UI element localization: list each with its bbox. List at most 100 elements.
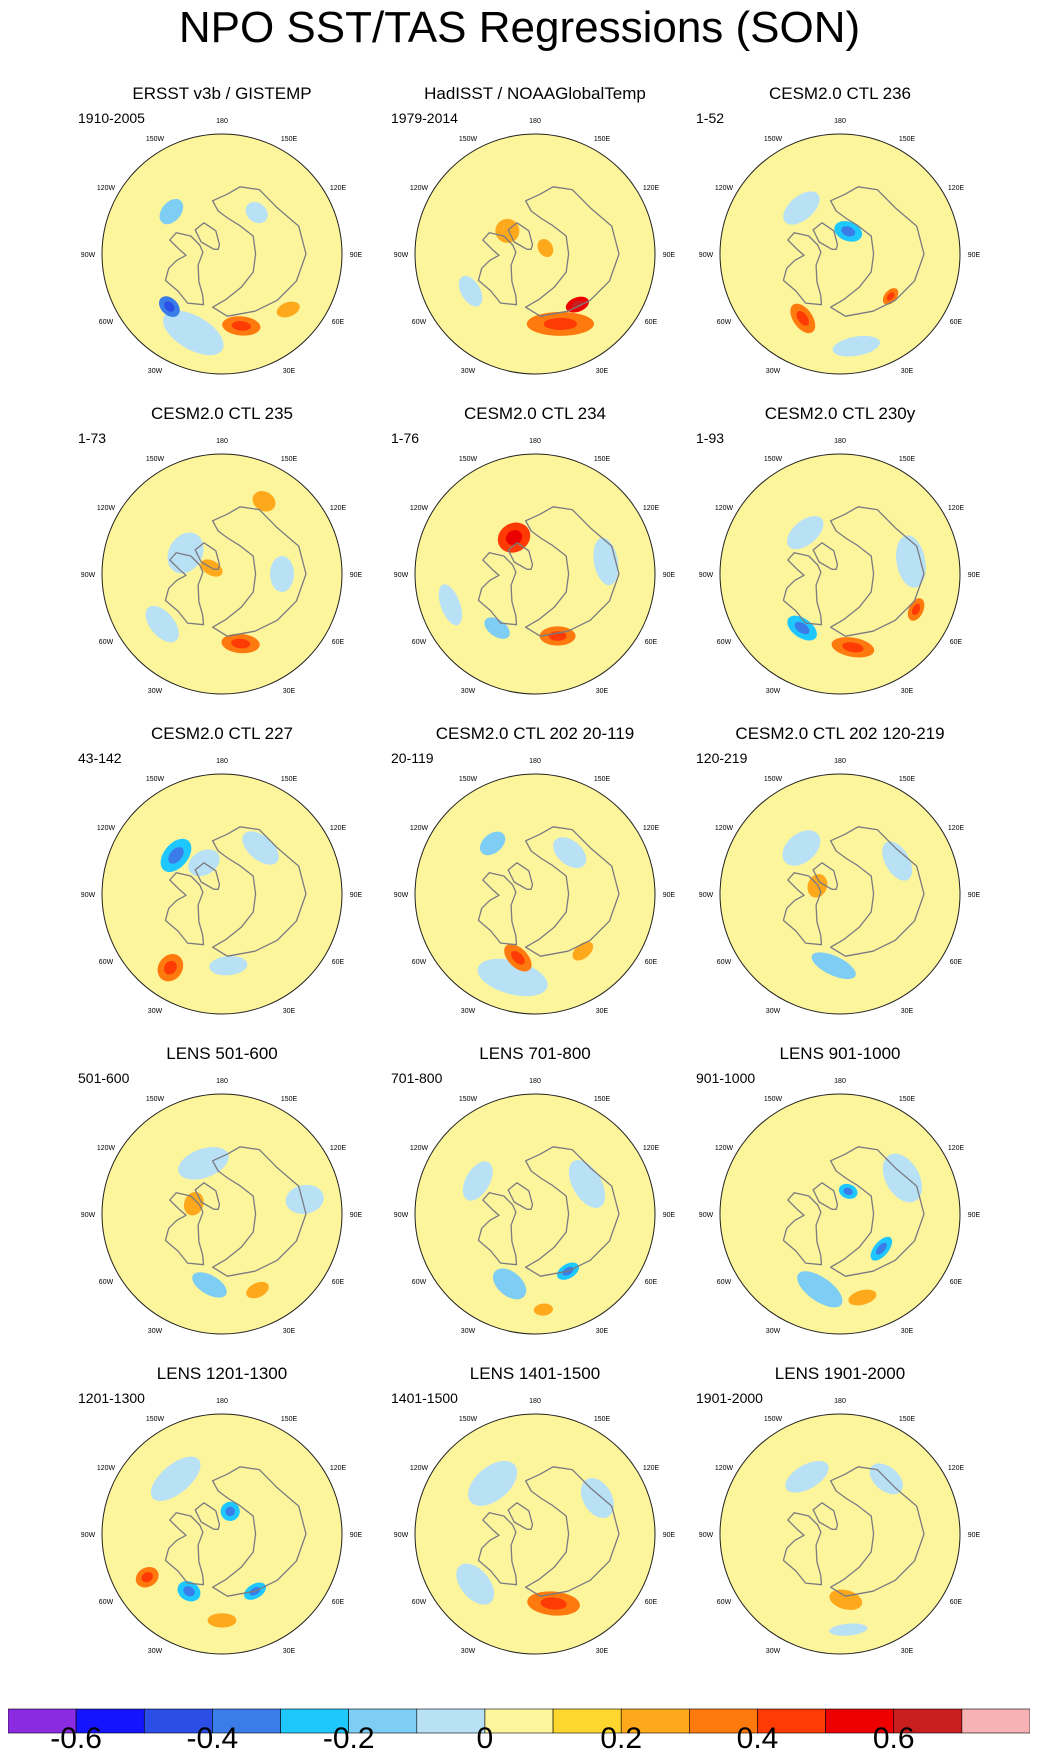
map-panel: 180150E120E90E60E30E030W60W90W120W150WLE…: [385, 1044, 685, 1344]
anomaly-core: [183, 1586, 195, 1597]
longitude-label: 60W: [717, 959, 732, 966]
panel-period: 701-800: [391, 1070, 443, 1086]
anomaly-patch: [553, 837, 587, 868]
longitude-label: 90E: [663, 1212, 676, 1219]
anomaly-patch: [811, 952, 856, 980]
longitude-label: 120W: [410, 185, 429, 192]
coastline: [524, 1466, 620, 1597]
colorbar-label: 0.2: [600, 1722, 643, 1755]
colorbar-swatch: [348, 1708, 418, 1734]
longitude-label: 90E: [663, 1532, 676, 1539]
colorbar-swatch: [961, 1708, 1030, 1734]
longitude-label: 180: [834, 118, 846, 125]
figure-title: NPO SST/TAS Regressions (SON): [178, 3, 861, 52]
anomaly-patch: [246, 1281, 269, 1299]
longitude-label: 150W: [146, 776, 165, 783]
anomaly-core: [886, 292, 895, 301]
panel-period: 1-76: [391, 430, 420, 446]
longitude-label: 30E: [283, 1008, 296, 1015]
globe-background: [102, 774, 342, 1014]
longitude-label: 30E: [596, 1328, 609, 1335]
longitude-label: 60E: [645, 1279, 658, 1286]
longitude-label: 180: [834, 1078, 846, 1085]
longitude-label: 150W: [764, 776, 783, 783]
longitude-label: 60E: [645, 639, 658, 646]
longitude-label: 90E: [663, 572, 676, 579]
longitude-label: 60W: [99, 959, 114, 966]
panel-period: 1201-1300: [78, 1390, 145, 1406]
anomaly-patch: [438, 584, 463, 626]
map-panel: 180150E120E90E60E30E030W60W90W120W150WLE…: [72, 1364, 372, 1664]
longitude-label: 30W: [766, 1328, 781, 1335]
polar-map: 180150E120E90E60E30E030W60W90W120W150W: [699, 438, 981, 695]
longitude-label: 150W: [459, 456, 478, 463]
coastline: [477, 1512, 518, 1586]
colorbar-label: -0.4: [186, 1722, 239, 1755]
map-panel: 180150E120E90E60E30E030W60W90W120W150WER…: [72, 84, 372, 384]
longitude-label: 30W: [148, 688, 163, 695]
longitude-label: 90E: [350, 1532, 363, 1539]
longitude-label: 120E: [948, 1465, 965, 1472]
longitude-label: 60E: [645, 319, 658, 326]
colorbar-label: 0.6: [872, 1722, 915, 1755]
coastline: [194, 542, 221, 571]
longitude-label: 120E: [948, 185, 965, 192]
longitude-label: 120E: [643, 1145, 660, 1152]
longitude-label: 120W: [97, 1465, 116, 1472]
coastline: [164, 1192, 205, 1266]
longitude-label: 150W: [764, 456, 783, 463]
longitude-label: 60W: [717, 1599, 732, 1606]
coastline: [782, 872, 823, 946]
map-panel: 180150E120E90E60E30E030W60W90W120W150WCE…: [72, 724, 372, 1024]
longitude-label: 60W: [99, 319, 114, 326]
coastline: [507, 1182, 534, 1211]
anomaly-patch: [537, 238, 554, 258]
longitude-label: 90E: [968, 1212, 981, 1219]
anomaly-core: [231, 321, 251, 331]
longitude-label: 90W: [699, 1532, 714, 1539]
longitude-label: 90E: [968, 252, 981, 259]
longitude-label: 90W: [81, 572, 96, 579]
globe-background: [415, 774, 655, 1014]
longitude-label: 180: [216, 438, 228, 445]
globe-background: [720, 134, 960, 374]
coastline: [812, 1502, 839, 1531]
coastline: [194, 222, 221, 251]
anomaly-patch: [245, 201, 268, 224]
panel-title: CESM2.0 CTL 236: [768, 84, 912, 103]
longitude-label: 120E: [330, 825, 347, 832]
colorbar-swatch: [75, 1708, 145, 1734]
longitude-label: 90E: [663, 892, 676, 899]
longitude-label: 150W: [764, 136, 783, 143]
longitude-label: 120E: [948, 825, 965, 832]
globe-outline: [101, 133, 343, 375]
coastline: [477, 232, 518, 306]
polar-map: 180150E120E90E60E30E030W60W90W120W150W: [699, 1398, 981, 1655]
anomaly-patch: [787, 515, 824, 550]
longitude-label: 180: [529, 1398, 541, 1405]
anomaly-core: [843, 1187, 853, 1196]
coastline: [829, 826, 925, 957]
longitude-label: 90W: [699, 572, 714, 579]
anomaly-core: [231, 638, 251, 649]
coastline: [164, 872, 205, 946]
longitude-label: 30W: [766, 688, 781, 695]
longitude-label: 60E: [950, 1599, 963, 1606]
anomaly-patch: [209, 955, 248, 976]
panel-period: 1401-1500: [391, 1390, 458, 1406]
anomaly-core: [225, 1506, 235, 1517]
panel-period: 1910-2005: [78, 110, 145, 126]
coastline: [164, 1512, 205, 1586]
panel-title: CESM2.0 CTL 230y: [764, 404, 916, 423]
globe-background: [415, 454, 655, 694]
globe-outline: [101, 1413, 343, 1655]
globe-background: [415, 1094, 655, 1334]
longitude-label: 120W: [97, 185, 116, 192]
panel-title: CESM2.0 CTL 227: [150, 724, 294, 743]
longitude-label: 30E: [283, 368, 296, 375]
longitude-label: 90E: [350, 572, 363, 579]
anomaly-patch: [207, 1613, 237, 1628]
longitude-label: 60W: [412, 319, 427, 326]
anomaly-patch: [458, 275, 483, 307]
anomaly-core: [141, 1572, 153, 1583]
